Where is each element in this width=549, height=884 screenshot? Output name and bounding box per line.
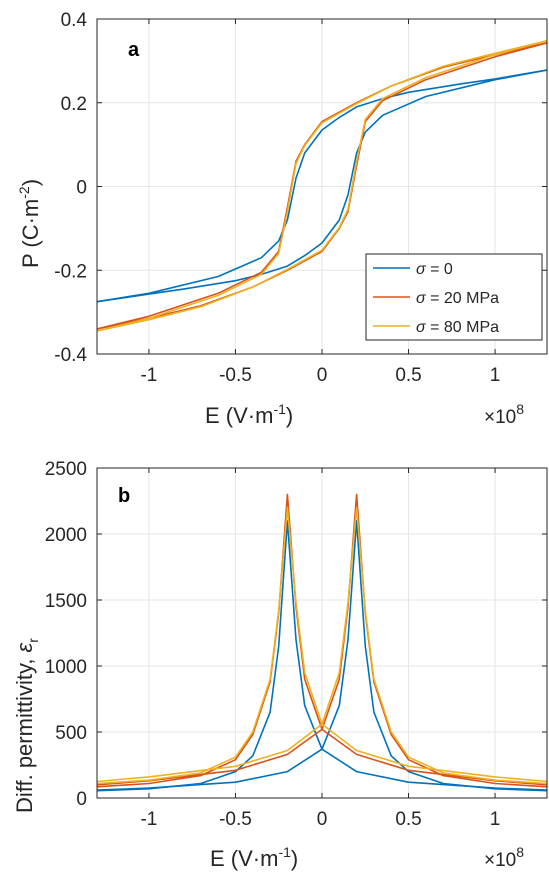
legend-label-1: σ = 20 MPa [416,290,499,307]
series-line-a-0-lower-branch [97,69,547,303]
ticks-b: -1 -0.5 0 0.5 1 0 500 1000 1500 2000 2500 [45,459,547,830]
series-line-a-2-upper-branch [97,40,547,332]
y-axis-label-a-main: P (C·m [18,199,43,268]
y-tick-label: 2000 [45,525,87,546]
legend-symbol-2: σ [416,319,427,336]
series-lines-b [97,493,547,792]
series-line-a-0-upper-branch [97,69,547,303]
y-tick-label: 0 [76,178,87,199]
x-tick-label: 1 [490,365,501,386]
x-tick-label: 0.5 [395,809,421,830]
y-tick-label: 2500 [45,459,87,480]
x-tick-label: -1 [140,809,157,830]
legend-entry-sigma-0: σ = 0 [373,261,453,278]
x-axis-label-a: E (V·m-1) [205,401,293,428]
x-tick-label: -0.5 [219,365,252,386]
x-axis-label-a-main: E (V·m [205,403,273,428]
legend: σ = 0 σ = 20 MPa σ = 80 MPa [365,253,543,341]
x-axis-label-b-end: ) [291,846,298,871]
x-axis-label-b-sup: -1 [278,844,291,860]
chart-panel-a: -1 -0.5 0 0.5 1 -0.4 -0.2 0 0.2 0.4 a σ = 0 σ = 2… [16,10,548,428]
y-tick-label: 500 [55,723,87,744]
y-axis-label-a-sup: -2 [16,186,32,199]
x-axis-label-b-main: E (V·m [210,846,278,871]
y-axis-label-b-sub: r [25,638,41,643]
x-exponent-a-power: 8 [516,401,524,417]
series-line-b-2-left-peak [97,506,547,785]
legend-entry-sigma-20: σ = 20 MPa [373,290,499,307]
y-axis-label-b: Diff. permittivity, εr [12,638,41,813]
y-tick-label: 0.4 [61,10,88,31]
series-line-b-0-left-peak [97,520,547,792]
y-tick-label: 1000 [45,657,87,678]
series-line-b-0-right-peak [97,520,547,792]
series-line-a-2-lower-branch [97,40,547,332]
series-line-b-1-right-peak [97,493,547,788]
x-tick-label: 0 [317,365,328,386]
x-exponent-a: ×108 [484,401,524,428]
x-exponent-a-base: ×10 [484,407,516,428]
legend-entry-sigma-80: σ = 80 MPa [373,319,499,336]
x-axis-label-a-end: ) [286,403,293,428]
series-line-b-2-right-peak [97,506,547,785]
legend-text-2: = 80 MPa [426,319,499,336]
x-tick-label: -1 [140,365,157,386]
ticks-a: -1 -0.5 0 0.5 1 -0.4 -0.2 0 0.2 0.4 [54,10,547,386]
legend-symbol-1: σ [416,290,427,307]
y-tick-label: 0.2 [61,94,87,115]
y-axis-label-a-end: ) [18,179,43,186]
x-exponent-b-base: ×10 [484,850,516,871]
legend-label-2: σ = 80 MPa [416,319,499,336]
legend-text-1: = 20 MPa [426,290,499,307]
x-tick-label: 0 [317,809,328,830]
y-tick-label: -0.2 [54,261,87,282]
x-tick-label: 0.5 [395,365,421,386]
y-tick-label: 1500 [45,591,87,612]
x-exponent-b-power: 8 [516,844,524,860]
x-axis-label-a-sup: -1 [273,401,286,417]
legend-label-0: σ = 0 [416,261,453,278]
y-tick-label: -0.4 [54,345,87,366]
x-tick-label: 1 [490,809,501,830]
legend-text-0: = 0 [426,261,453,278]
legend-symbol-0: σ [416,261,427,278]
series-line-b-1-left-peak [97,493,547,788]
chart-panel-b: -1 -0.5 0 0.5 1 0 500 1000 1500 2000 2500 b E (V·m… [12,459,548,871]
series-lines-a [97,40,547,332]
panel-label-b: b [118,485,130,507]
x-exponent-b: ×108 [484,844,524,871]
x-tick-label: -0.5 [219,809,252,830]
panel-label-a: a [128,39,140,61]
y-axis-label-b-main: Diff. permittivity, [12,652,37,813]
x-axis-label-b: E (V·m-1) [210,844,298,871]
y-tick-label: 0 [76,789,87,810]
y-axis-label-a: P (C·m-2) [16,179,43,268]
y-axis-label-b-symbol: ε [12,642,37,652]
